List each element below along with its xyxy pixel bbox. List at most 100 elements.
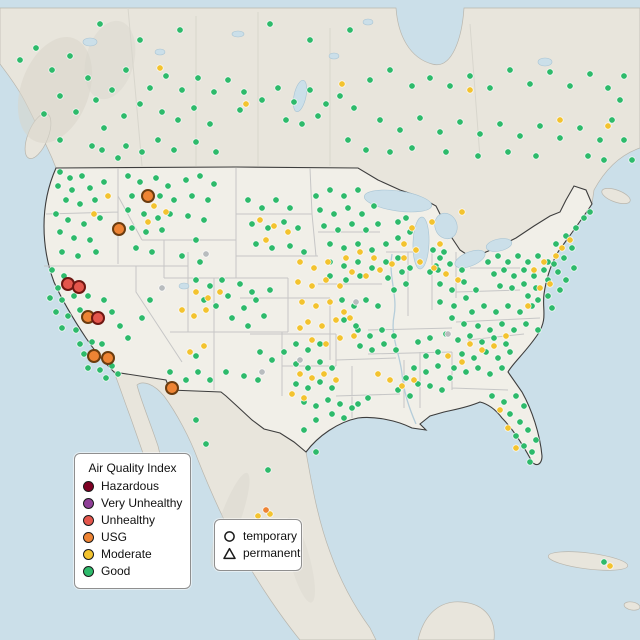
monitor-marker-moderate[interactable] — [558, 244, 566, 252]
monitor-marker-no-data[interactable] — [444, 330, 452, 338]
monitor-marker-good[interactable] — [70, 234, 78, 242]
monitor-marker-good[interactable] — [354, 240, 362, 248]
monitor-marker-good[interactable] — [600, 558, 608, 566]
monitor-marker-good[interactable] — [450, 302, 458, 310]
monitor-marker-good[interactable] — [348, 220, 356, 228]
monitor-marker-good[interactable] — [68, 186, 76, 194]
monitor-marker-no-data[interactable] — [296, 356, 304, 364]
monitor-marker-good[interactable] — [442, 148, 450, 156]
monitor-marker-good[interactable] — [490, 270, 498, 278]
monitor-marker-good[interactable] — [484, 258, 492, 266]
monitor-marker-good[interactable] — [212, 148, 220, 156]
monitor-marker-good[interactable] — [184, 212, 192, 220]
monitor-marker-good[interactable] — [500, 266, 508, 274]
monitor-marker-good[interactable] — [576, 124, 584, 132]
monitor-marker-good[interactable] — [272, 196, 280, 204]
monitor-marker-good[interactable] — [330, 210, 338, 218]
monitor-marker-good[interactable] — [476, 130, 484, 138]
monitor-marker-good[interactable] — [114, 370, 122, 378]
monitor-marker-good[interactable] — [244, 322, 252, 330]
monitor-marker-moderate[interactable] — [296, 324, 304, 332]
monitor-marker-good[interactable] — [96, 366, 104, 374]
monitor-marker-good[interactable] — [224, 292, 232, 300]
monitor-marker-good[interactable] — [368, 346, 376, 354]
monitor-marker-good[interactable] — [506, 66, 514, 74]
monitor-marker-good[interactable] — [188, 192, 196, 200]
monitor-marker-moderate[interactable] — [150, 202, 158, 210]
monitor-marker-moderate[interactable] — [322, 340, 330, 348]
monitor-marker-no-data[interactable] — [158, 284, 166, 292]
monitor-marker-moderate[interactable] — [546, 280, 554, 288]
monitor-marker-good[interactable] — [124, 172, 132, 180]
monitor-marker-good[interactable] — [152, 174, 160, 182]
monitor-marker-good[interactable] — [336, 92, 344, 100]
monitor-marker-good[interactable] — [80, 350, 88, 358]
monitor-marker-good[interactable] — [434, 348, 442, 356]
monitor-marker-moderate[interactable] — [398, 382, 406, 390]
monitor-marker-good[interactable] — [132, 244, 140, 252]
monitor-marker-good[interactable] — [52, 308, 60, 316]
monitor-marker-good[interactable] — [252, 296, 260, 304]
monitor-marker-good[interactable] — [108, 308, 116, 316]
monitor-marker-moderate[interactable] — [322, 276, 330, 284]
monitor-marker-good[interactable] — [392, 346, 400, 354]
monitor-marker-good[interactable] — [84, 74, 92, 82]
monitor-marker-good[interactable] — [526, 458, 534, 466]
monitor-marker-good[interactable] — [402, 214, 410, 222]
monitor-marker-moderate[interactable] — [256, 216, 264, 224]
monitor-marker-usg-large-temporary[interactable] — [165, 381, 179, 395]
monitor-marker-good[interactable] — [504, 258, 512, 266]
monitor-marker-good[interactable] — [58, 296, 66, 304]
monitor-marker-good[interactable] — [390, 286, 398, 294]
monitor-marker-good[interactable] — [91, 196, 99, 204]
monitor-marker-moderate[interactable] — [324, 258, 332, 266]
monitor-marker-moderate[interactable] — [318, 322, 326, 330]
monitor-marker-good[interactable] — [436, 280, 444, 288]
monitor-marker-moderate[interactable] — [410, 376, 418, 384]
monitor-marker-good[interactable] — [340, 262, 348, 270]
monitor-marker-good[interactable] — [362, 296, 370, 304]
monitor-marker-good[interactable] — [520, 442, 528, 450]
monitor-marker-good[interactable] — [474, 152, 482, 160]
monitor-marker-moderate[interactable] — [332, 376, 340, 384]
monitor-marker-good[interactable] — [504, 302, 512, 310]
monitor-marker-moderate[interactable] — [374, 370, 382, 378]
monitor-marker-good[interactable] — [556, 286, 564, 294]
monitor-marker-good[interactable] — [378, 326, 386, 334]
monitor-marker-good[interactable] — [354, 400, 362, 408]
monitor-marker-moderate[interactable] — [458, 358, 466, 366]
monitor-marker-good[interactable] — [422, 368, 430, 376]
monitor-marker-good[interactable] — [254, 376, 262, 384]
monitor-marker-good[interactable] — [628, 156, 636, 164]
monitor-marker-good[interactable] — [64, 216, 72, 224]
monitor-marker-good[interactable] — [46, 294, 54, 302]
monitor-marker-good[interactable] — [182, 376, 190, 384]
monitor-marker-good[interactable] — [524, 426, 532, 434]
monitor-marker-good[interactable] — [280, 348, 288, 356]
monitor-marker-good[interactable] — [340, 414, 348, 422]
monitor-marker-good[interactable] — [66, 52, 74, 60]
monitor-marker-good[interactable] — [354, 258, 362, 266]
monitor-marker-moderate[interactable] — [300, 394, 308, 402]
monitor-marker-moderate[interactable] — [178, 306, 186, 314]
monitor-marker-moderate[interactable] — [312, 302, 320, 310]
monitor-marker-good[interactable] — [166, 368, 174, 376]
monitor-marker-good[interactable] — [194, 74, 202, 82]
monitor-marker-good[interactable] — [322, 100, 330, 108]
monitor-marker-good[interactable] — [366, 76, 374, 84]
monitor-marker-good[interactable] — [158, 108, 166, 116]
monitor-marker-good[interactable] — [620, 136, 628, 144]
monitor-marker-good[interactable] — [108, 86, 116, 94]
monitor-marker-good[interactable] — [58, 324, 66, 332]
monitor-marker-good[interactable] — [370, 202, 378, 210]
monitor-marker-good[interactable] — [316, 206, 324, 214]
monitor-marker-good[interactable] — [206, 376, 214, 384]
monitor-marker-good[interactable] — [174, 116, 182, 124]
monitor-marker-good[interactable] — [458, 266, 466, 274]
monitor-marker-good[interactable] — [340, 192, 348, 200]
monitor-marker-good[interactable] — [240, 304, 248, 312]
monitor-marker-moderate[interactable] — [400, 254, 408, 262]
monitor-marker-moderate[interactable] — [308, 282, 316, 290]
monitor-marker-good[interactable] — [116, 322, 124, 330]
monitor-marker-good[interactable] — [56, 228, 64, 236]
